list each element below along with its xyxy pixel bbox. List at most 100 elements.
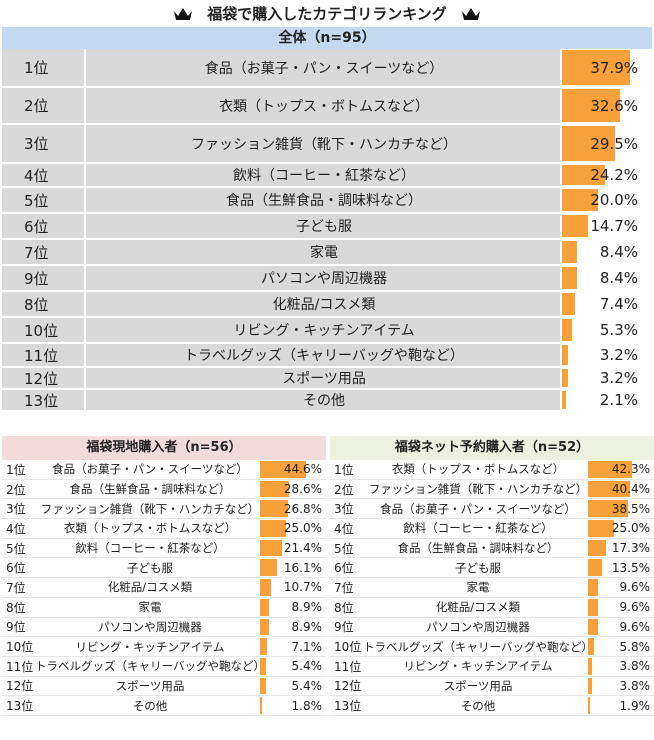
value-cell: 3.2% [562, 368, 652, 388]
table-row: 8位 家電 8.9% [2, 598, 326, 618]
table-row: 10位 トラベルグッズ（キャリーバッグや鞄など） 5.8% [330, 637, 654, 657]
category-label: 家電 [88, 240, 562, 264]
value-cell: 5.4% [260, 677, 324, 696]
table-row: 1位 食品（お菓子・パン・スイーツなど） 37.9% [2, 49, 652, 88]
rank-label: 12位 [6, 679, 34, 694]
value-label: 5.4% [291, 659, 323, 674]
value-label: 32.6% [590, 96, 638, 115]
category-label: 飲料（コーヒー・紅茶など） [75, 541, 225, 556]
bar [260, 677, 266, 695]
rank-label: 5位 [6, 541, 26, 556]
rank-label: 10位 [334, 640, 362, 655]
category-label: パソコンや周辺機器 [98, 619, 202, 634]
value-label: 37.9% [590, 58, 638, 77]
category-label: 食品（お菓子・パン・スイーツなど） [88, 49, 562, 86]
category-label: 子ども服 [127, 560, 173, 575]
rank-label: 9位 [2, 266, 86, 290]
table-row: 12位 スポーツ用品 3.2% [2, 368, 652, 390]
value-label: 8.9% [291, 619, 323, 634]
bar [588, 598, 598, 616]
category-label: その他 [460, 698, 496, 713]
table-row: 5位 食品（生鮮食品・調味料など） 20.0% [2, 188, 652, 214]
table-row: 13位 その他 1.9% [330, 696, 654, 716]
category-label: トラベルグッズ（キャリーバッグや鞄など） [88, 344, 562, 366]
table-row: 2位 ファッション雑貨（靴下・ハンカチなど） 40.4% [330, 480, 654, 500]
online-ranking-panel: 福袋ネット予約購入者（n=52） 1位 衣類（トップス・ボトムスなど） 42.3% 2… [330, 436, 654, 716]
rank-label: 4位 [6, 521, 26, 536]
category-label: ファッション雑貨（靴下・ハンカチなど） [368, 482, 588, 497]
value-label: 29.5% [590, 134, 638, 153]
bar [562, 165, 606, 185]
rank-label: 12位 [334, 679, 362, 694]
value-label: 1.9% [619, 698, 651, 713]
table-row: 10位 リビング・キッチンアイテム 7.1% [2, 637, 326, 657]
rank-label: 3位 [334, 502, 354, 517]
category-label: スポーツ用品 [88, 368, 562, 388]
table-row: 11位 トラベルグッズ（キャリーバッグや鞄など） 3.2% [2, 344, 652, 368]
value-cell: 40.4% [588, 480, 652, 499]
table-row: 6位 子ども服 13.5% [330, 558, 654, 579]
rank-label: 2位 [334, 482, 354, 497]
value-label: 5.3% [599, 321, 638, 339]
table-row: 6位 子ども服 16.1% [2, 558, 326, 579]
instore-ranking-table: 1位 食品（お菓子・パン・スイーツなど） 44.6% 2位 食品（生鮮食品・調味料など）… [2, 460, 326, 716]
category-label: パソコンや周辺機器 [426, 619, 530, 634]
value-label: 8.4% [599, 243, 638, 261]
table-row: 4位 飲料（コーヒー・紅茶など） 25.0% [330, 519, 654, 539]
value-label: 3.2% [599, 369, 638, 387]
table-row: 2位 食品（生鮮食品・調味料など） 28.6% [2, 480, 326, 500]
value-cell: 25.0% [588, 519, 652, 538]
bar [588, 539, 606, 557]
category-label: その他 [132, 698, 168, 713]
rank-label: 1位 [6, 462, 26, 477]
bar [260, 579, 272, 596]
category-label: リビング・キッチンアイテム [75, 639, 225, 654]
rank-label: 2位 [6, 482, 26, 497]
table-row: 2位 衣類（トップス・ボトムスなど） 32.6% [2, 88, 652, 125]
category-label: ファッション雑貨（靴下・ハンカチなど） [40, 501, 260, 516]
bar [260, 500, 288, 518]
rank-label: 7位 [334, 580, 354, 595]
value-cell: 10.7% [260, 578, 324, 597]
bar [260, 638, 268, 655]
bar [562, 293, 576, 315]
value-label: 9.6% [619, 580, 651, 595]
rank-label: 4位 [334, 521, 354, 536]
table-row: 3位 ファッション雑貨（靴下・ハンカチなど） 29.5% [2, 125, 652, 164]
value-label: 9.6% [619, 619, 651, 634]
value-cell: 9.6% [588, 578, 652, 597]
overall-table-header: 全体（n=95） [2, 27, 652, 49]
rank-label: 8位 [2, 292, 86, 316]
bar [260, 657, 266, 675]
rank-label: 7位 [6, 580, 26, 595]
value-cell: 8.4% [562, 266, 652, 290]
table-row: 4位 飲料（コーヒー・紅茶など） 24.2% [2, 164, 652, 188]
category-label: 食品（生鮮食品・調味料など） [397, 541, 559, 556]
category-label: 家電 [138, 600, 162, 615]
value-label: 5.8% [619, 639, 651, 654]
value-cell: 37.9% [562, 49, 652, 86]
category-label: その他 [88, 390, 562, 410]
bar [260, 559, 277, 577]
category-label: 食品（お菓子・パン・スイーツなど） [52, 462, 248, 477]
value-cell: 1.8% [260, 696, 324, 715]
category-label: 飲料（コーヒー・紅茶など） [403, 521, 553, 536]
value-cell: 42.3% [588, 460, 652, 479]
bar [588, 461, 632, 478]
rank-label: 10位 [2, 318, 86, 342]
value-cell: 17.3% [588, 539, 652, 558]
bar [562, 267, 578, 289]
value-cell: 5.4% [260, 657, 324, 676]
bar [260, 697, 262, 714]
rank-label: 7位 [2, 240, 86, 264]
table-row: 11位 トラベルグッズ（キャリーバッグや鞄など） 5.4% [2, 657, 326, 677]
table-row: 8位 化粧品/コスメ類 7.4% [2, 292, 652, 318]
value-label: 3.8% [619, 659, 651, 674]
value-cell: 7.1% [260, 637, 324, 656]
value-label: 25.0% [283, 521, 322, 536]
bar [562, 369, 568, 387]
category-label: 化粧品/コスメ類 [88, 292, 562, 316]
category-label: 衣類（トップス・ボトムスなど） [63, 521, 237, 536]
value-cell: 14.7% [562, 214, 652, 238]
value-cell: 13.5% [588, 558, 652, 577]
